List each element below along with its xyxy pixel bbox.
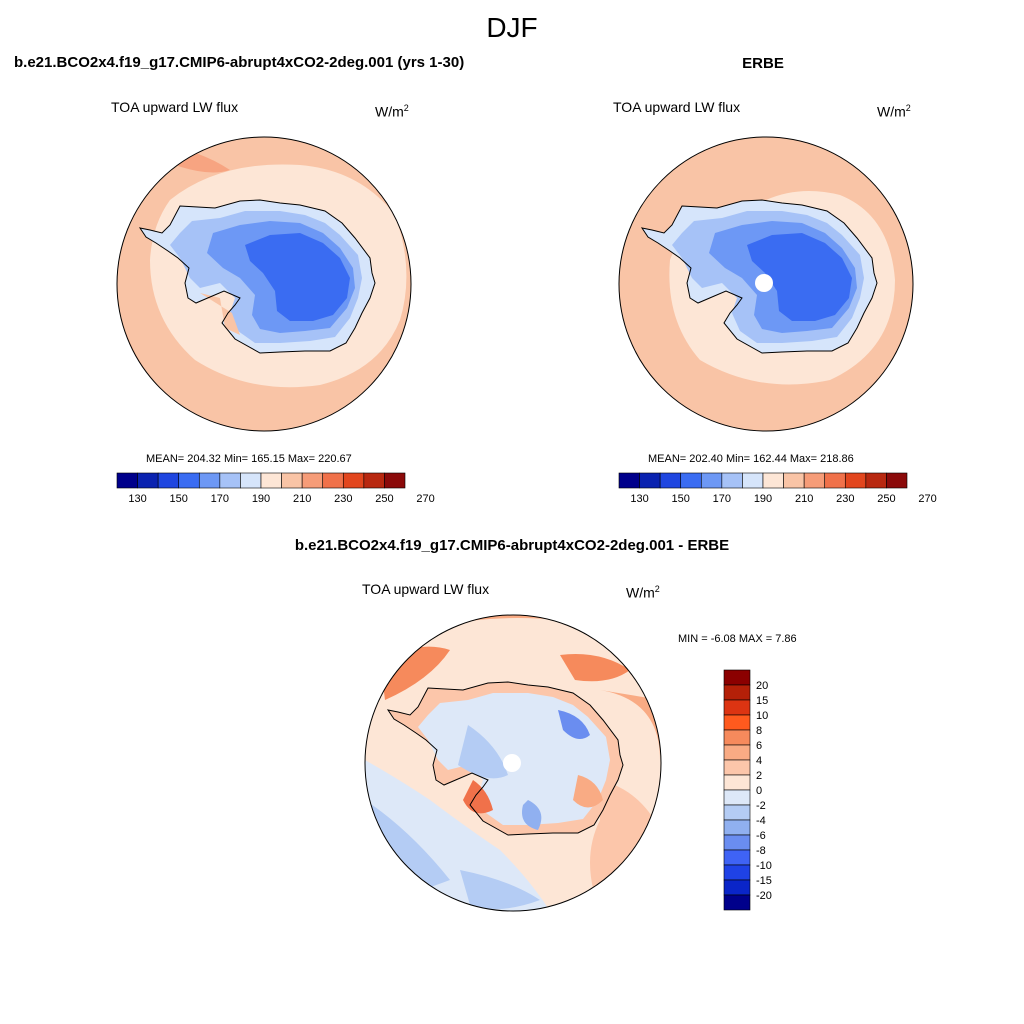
obs-colorbar-swatch [639, 472, 661, 489]
model-colorbar-tick: 250 [375, 493, 393, 505]
diff-colorbar-tick: 20 [756, 680, 768, 692]
diff-colorbar-tick: -2 [756, 800, 766, 812]
obs-colorbar-swatch [824, 472, 846, 489]
obs-colorbar-swatch [742, 472, 764, 489]
diff-colorbar-swatch [723, 894, 751, 911]
model-colorbar-tick: 130 [128, 493, 146, 505]
model-colorbar-swatch [219, 472, 241, 489]
obs-colorbar-swatch [886, 472, 908, 489]
diff-colorbar-swatch [723, 729, 751, 746]
obs-colorbar: 130 150 170 190 210 230 250 270 [618, 472, 937, 505]
model-colorbar-swatch [384, 472, 406, 489]
diff-pole-gap [503, 754, 521, 772]
diff-colorbar-tick: -4 [756, 815, 766, 827]
model-colorbar-tick: 210 [293, 493, 311, 505]
obs-colorbar-tick: 150 [672, 493, 690, 505]
diff-colorbar-swatch [723, 804, 751, 821]
obs-colorbar-tick: 130 [630, 493, 648, 505]
model-colorbar-tick: 230 [334, 493, 352, 505]
diff-colorbar-tick: -8 [756, 845, 766, 857]
obs-colorbar-swatch [659, 472, 682, 489]
obs-stats: MEAN= 202.40 Min= 162.44 Max= 218.86 [648, 453, 854, 465]
diff-colorbar-swatch [723, 774, 751, 791]
diff-colorbar-swatch [723, 849, 751, 866]
obs-colorbar-tick: 250 [877, 493, 895, 505]
obs-units: W/m2 [877, 103, 911, 120]
diff-colorbar-tick: 15 [756, 695, 768, 707]
model-panel-title: b.e21.BCO2x4.f19_g17.CMIP6-abrupt4xCO2-2… [14, 54, 465, 71]
diff-minmax: MIN = -6.08 MAX = 7.86 [678, 633, 797, 645]
diff-map [364, 614, 662, 912]
diff-colorbar-tick: -20 [756, 890, 772, 902]
model-colorbar-swatch [281, 472, 303, 489]
obs-colorbar-swatch [680, 472, 702, 489]
obs-colorbar-tick: 190 [754, 493, 772, 505]
diff-colorbar-swatch [723, 699, 751, 716]
diff-colorbar-swatch [723, 879, 751, 896]
obs-colorbar-swatch [803, 472, 826, 489]
obs-pole-gap [755, 274, 773, 292]
obs-colorbar-swatch [865, 472, 887, 489]
model-colorbar-swatch [342, 472, 365, 489]
model-colorbar-tick: 190 [252, 493, 270, 505]
obs-panel-title: ERBE [742, 55, 784, 72]
model-colorbar-swatch [260, 472, 282, 489]
obs-field-label: TOA upward LW flux [613, 99, 741, 115]
figure-title: DJF [486, 12, 538, 43]
diff-colorbar-swatch [723, 684, 751, 701]
model-colorbar-swatch [322, 472, 344, 489]
model-colorbar-swatch [178, 472, 200, 489]
model-colorbar: 130 150 170 190 210 230 250 270 [116, 472, 435, 505]
obs-colorbar-tick: 230 [836, 493, 854, 505]
model-colorbar-swatch [240, 472, 262, 489]
obs-colorbar-swatch [700, 472, 723, 489]
model-stats: MEAN= 204.32 Min= 165.15 Max= 220.67 [146, 453, 352, 465]
diff-colorbar-swatch [723, 744, 751, 761]
diff-colorbar-tick: 8 [756, 725, 762, 737]
model-map [116, 136, 412, 432]
obs-map [618, 136, 914, 432]
model-colorbar-swatch [198, 472, 221, 489]
diff-colorbar-swatch [723, 789, 751, 806]
diff-units: W/m2 [626, 584, 660, 601]
diff-colorbar-tick: 4 [756, 755, 762, 767]
obs-colorbar-swatch [618, 472, 640, 489]
model-field-label: TOA upward LW flux [111, 99, 239, 115]
diff-colorbar-swatch [723, 714, 751, 731]
diff-colorbar-swatch [723, 819, 751, 836]
model-colorbar-tick: 270 [416, 493, 434, 505]
obs-colorbar-swatch [844, 472, 867, 489]
obs-colorbar-swatch [762, 472, 784, 489]
obs-colorbar-tick: 170 [713, 493, 731, 505]
diff-colorbar-swatch [723, 834, 751, 851]
diff-field-label: TOA upward LW flux [362, 581, 490, 597]
model-colorbar-swatch [116, 472, 138, 489]
diff-colorbar-tick: 2 [756, 770, 762, 782]
diff-panel-title: b.e21.BCO2x4.f19_g17.CMIP6-abrupt4xCO2-2… [294, 537, 730, 554]
obs-colorbar-tick: 210 [795, 493, 813, 505]
diff-colorbar-swatch [723, 864, 751, 881]
model-colorbar-tick: 170 [211, 493, 229, 505]
model-colorbar-tick: 150 [170, 493, 188, 505]
diff-colorbar-tick: 10 [756, 710, 768, 722]
obs-colorbar-swatch [783, 472, 805, 489]
model-colorbar-swatch [137, 472, 159, 489]
model-colorbar-swatch [157, 472, 180, 489]
diff-colorbar-tick: 0 [756, 785, 762, 797]
model-colorbar-swatch [301, 472, 324, 489]
diff-colorbar-swatch [723, 669, 751, 686]
diff-colorbar-swatch [723, 759, 751, 776]
obs-colorbar-tick: 270 [918, 493, 936, 505]
model-colorbar-swatch [363, 472, 385, 489]
diff-colorbar-tick: -15 [756, 875, 772, 887]
diff-colorbar-tick: -10 [756, 860, 772, 872]
diff-colorbar-tick: -6 [756, 830, 766, 842]
obs-colorbar-swatch [721, 472, 743, 489]
model-units: W/m2 [375, 103, 409, 120]
diff-colorbar-tick: 6 [756, 740, 762, 752]
